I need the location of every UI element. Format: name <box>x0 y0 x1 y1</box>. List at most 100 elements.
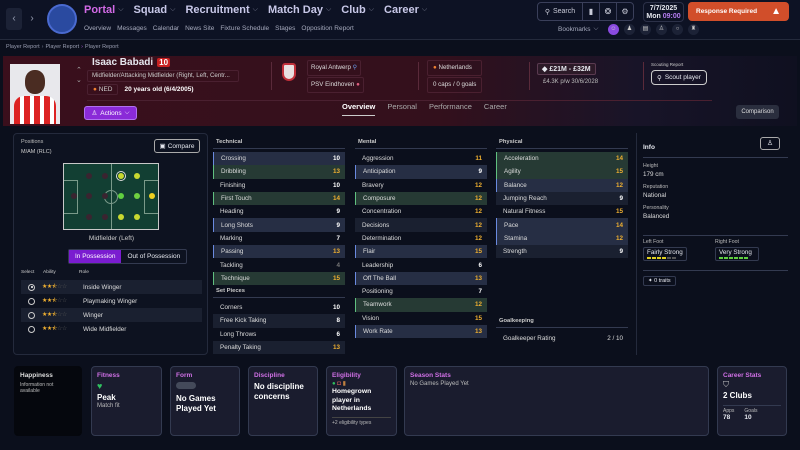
discipline-card[interactable]: Discipline No discipline concerns <box>248 366 318 436</box>
transfer-value[interactable]: ◆ £21M - £32M <box>537 63 596 75</box>
bookmarks-dropdown[interactable]: Bookmarks ⌵ <box>558 25 598 33</box>
player-profile-button[interactable]: ♙ <box>760 137 780 150</box>
role-row[interactable]: ★★⯪☆☆ Wide Midfielder <box>21 322 202 336</box>
eligibility-card[interactable]: Eligibility ● ◘ ▮ Homegrown player in Ne… <box>326 366 397 436</box>
attribute-row[interactable]: Acceleration 14 <box>496 152 628 166</box>
bookmark-button[interactable]: ▮ <box>583 3 600 20</box>
attribute-row[interactable]: Passing 13 <box>213 245 345 259</box>
attribute-row[interactable]: Stamina 12 <box>496 231 628 246</box>
tab-overview[interactable]: Overview <box>342 102 376 116</box>
attribute-row[interactable]: Work Rate 13 <box>355 324 487 339</box>
traits-button[interactable]: ✦ 0 traits <box>643 276 676 286</box>
position-dot[interactable] <box>134 214 140 220</box>
position-dot[interactable] <box>149 193 155 199</box>
scout-player-button[interactable]: ⚲ Scout player <box>651 70 707 85</box>
compare-button[interactable]: ▣ Compare <box>154 139 200 153</box>
parent-club-link[interactable]: PSV Eindhoven ● <box>307 77 364 93</box>
position-dot[interactable] <box>71 193 77 199</box>
attribute-row[interactable]: Tackling 4 <box>213 258 345 271</box>
club-crest-logo[interactable] <box>47 4 77 34</box>
attribute-row[interactable]: Balance 12 <box>496 178 628 192</box>
attribute-row[interactable]: Natural Fitness 15 <box>496 205 628 218</box>
nav-club[interactable]: Club ⌵ <box>341 4 374 16</box>
attribute-row[interactable]: Heading 9 <box>213 205 345 218</box>
chevron-down-icon[interactable]: ⌄ <box>76 77 82 84</box>
subnav-fixture-schedule[interactable]: Fixture Schedule <box>220 25 270 32</box>
breadcrumb-item[interactable]: Player Report <box>6 44 40 50</box>
attribute-row[interactable]: Technique 15 <box>213 271 345 285</box>
attribute-row[interactable]: Jumping Reach 9 <box>496 191 628 206</box>
attribute-row[interactable]: Free Kick Taking 8 <box>213 314 345 328</box>
attribute-row[interactable]: Agility 15 <box>496 165 628 179</box>
chat-icon[interactable]: ☺ <box>608 24 619 35</box>
attribute-row[interactable]: Flair 15 <box>355 245 487 259</box>
attribute-row[interactable]: Determination 12 <box>355 232 487 245</box>
attribute-row[interactable]: Leadership 6 <box>355 258 487 271</box>
settings-button[interactable]: ⚙ <box>617 3 633 20</box>
subnav-messages[interactable]: Messages <box>117 25 147 32</box>
back-button[interactable]: ‹ <box>6 8 22 30</box>
position-dot[interactable] <box>102 214 108 220</box>
attribute-row[interactable]: Finishing 10 <box>213 179 345 192</box>
attribute-row[interactable]: Positioning 7 <box>355 285 487 298</box>
trophy-icon[interactable]: ♜ <box>688 24 699 35</box>
attribute-row[interactable]: Composure 12 <box>355 191 487 206</box>
club-link[interactable]: Royal Antwerp ⚲ <box>307 60 362 76</box>
report-icon[interactable]: ▤ <box>640 24 651 35</box>
tab-personal[interactable]: Personal <box>387 102 417 111</box>
role-row[interactable]: ★★⯪☆☆ Playmaking Winger <box>21 294 202 308</box>
attribute-row[interactable]: Strength 9 <box>496 245 628 259</box>
subnav-news-site[interactable]: News Site <box>185 25 215 32</box>
attribute-row[interactable]: Off The Ball 13 <box>355 271 487 285</box>
tab-performance[interactable]: Performance <box>428 102 472 111</box>
brain-button[interactable]: ❂ <box>600 3 617 20</box>
attribute-row[interactable]: Marking 7 <box>213 232 345 245</box>
attribute-row[interactable]: Crossing 10 <box>213 152 345 166</box>
attribute-row[interactable]: Aggression 11 <box>355 152 487 165</box>
attribute-row[interactable]: Concentration 12 <box>355 205 487 218</box>
tactics-icon[interactable]: ♙ <box>656 24 667 35</box>
attribute-row[interactable]: Corners 10 <box>213 301 345 314</box>
position-dot[interactable] <box>86 193 92 199</box>
refresh-icon[interactable]: ○ <box>672 24 683 35</box>
position-dot[interactable] <box>134 173 140 179</box>
position-dot[interactable] <box>118 214 124 220</box>
game-date[interactable]: 7/7/2025 Mon 09:00 <box>643 2 684 22</box>
position-dot[interactable] <box>86 214 92 220</box>
attribute-row[interactable]: Bravery 12 <box>355 179 487 192</box>
club-crest-icon[interactable] <box>282 63 296 81</box>
nav-match-day[interactable]: Match Day ⌵ <box>268 4 331 16</box>
radio-button[interactable] <box>28 297 35 305</box>
attribute-row[interactable]: Penalty Taking 13 <box>213 340 345 355</box>
attribute-row[interactable]: First Touch 14 <box>213 191 345 206</box>
nav-career[interactable]: Career ⌵ <box>384 4 427 16</box>
form-card[interactable]: Form No Games Played Yet <box>170 366 240 436</box>
forward-button[interactable]: › <box>30 13 34 24</box>
position-dot[interactable] <box>118 193 124 199</box>
in-possession-tab[interactable]: In Possession <box>69 250 122 263</box>
subnav-overview[interactable]: Overview <box>84 25 112 32</box>
attribute-row[interactable]: Long Throws 6 <box>213 328 345 341</box>
radio-button[interactable] <box>28 311 35 319</box>
subnav-opposition-report[interactable]: Opposition Report <box>301 25 354 32</box>
attribute-row[interactable]: Long Shots 9 <box>213 218 345 232</box>
radio-button[interactable] <box>28 283 35 291</box>
shirt-icon[interactable]: ♟ <box>624 24 635 35</box>
player-switcher[interactable]: ⌃ ⌄ <box>76 66 82 86</box>
attribute-row[interactable]: Anticipation 9 <box>355 165 487 179</box>
fitness-card[interactable]: Fitness ♥ Peak Match fit <box>91 366 162 436</box>
attribute-row[interactable]: Decisions 12 <box>355 218 487 232</box>
subnav-stages[interactable]: Stages <box>275 25 296 32</box>
comparison-button[interactable]: Comparison <box>736 105 779 119</box>
nationality-badge[interactable]: ● NED <box>87 84 119 95</box>
attribute-row[interactable]: Vision 15 <box>355 312 487 325</box>
subnav-calendar[interactable]: Calendar <box>152 25 180 32</box>
out-of-possession-tab[interactable]: Out of Possession <box>127 253 181 260</box>
country-link[interactable]: ● Netherlands <box>427 60 483 76</box>
position-dot[interactable] <box>102 193 108 199</box>
attribute-row[interactable]: Pace 14 <box>496 218 628 232</box>
position-dot[interactable] <box>102 173 108 179</box>
nav-portal[interactable]: Portal ⌵ <box>84 4 124 16</box>
position-dot[interactable] <box>134 193 140 199</box>
position-dot[interactable] <box>86 173 92 179</box>
